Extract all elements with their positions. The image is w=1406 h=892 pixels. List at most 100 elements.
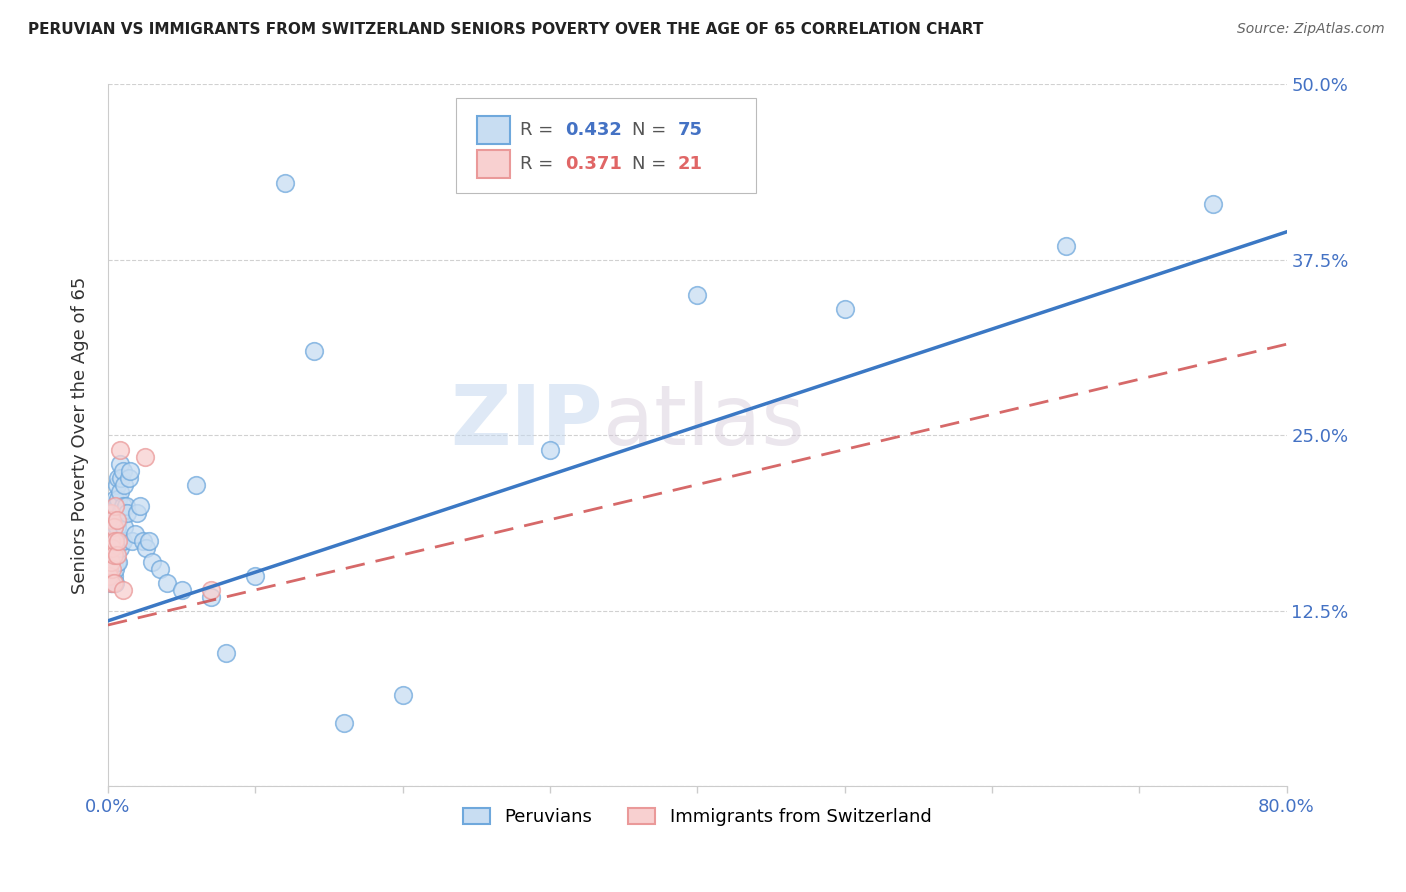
Point — [103, 575, 125, 590]
Point — [103, 548, 125, 562]
Point — [105, 519, 128, 533]
FancyBboxPatch shape — [477, 150, 510, 178]
Point — [110, 506, 132, 520]
Point — [103, 569, 125, 583]
Point — [100, 562, 122, 576]
Text: 0.432: 0.432 — [565, 120, 623, 139]
Point — [100, 575, 122, 590]
Point — [103, 519, 125, 533]
Point — [98, 569, 121, 583]
Point — [110, 533, 132, 548]
Point — [100, 569, 122, 583]
Point — [105, 513, 128, 527]
Point — [112, 477, 135, 491]
Point — [134, 450, 156, 464]
Text: 75: 75 — [678, 120, 702, 139]
Point — [686, 288, 709, 302]
Text: Source: ZipAtlas.com: Source: ZipAtlas.com — [1237, 22, 1385, 37]
Point — [105, 477, 128, 491]
Text: 0.371: 0.371 — [565, 154, 623, 173]
Point — [100, 575, 122, 590]
Point — [100, 506, 122, 520]
Point — [111, 582, 134, 597]
Point — [107, 513, 129, 527]
Point — [114, 499, 136, 513]
Y-axis label: Seniors Poverty Over the Age of 65: Seniors Poverty Over the Age of 65 — [72, 277, 89, 594]
Point — [138, 533, 160, 548]
Text: R =: R = — [520, 154, 560, 173]
Point — [101, 562, 124, 576]
Point — [834, 302, 856, 317]
Point — [105, 533, 128, 548]
Point — [200, 582, 222, 597]
FancyBboxPatch shape — [477, 116, 510, 144]
Point — [111, 499, 134, 513]
Point — [104, 575, 127, 590]
Point — [104, 548, 127, 562]
Point — [101, 519, 124, 533]
FancyBboxPatch shape — [456, 98, 756, 194]
Point — [100, 548, 122, 562]
Point — [332, 716, 354, 731]
Point — [391, 688, 413, 702]
Point — [127, 506, 149, 520]
Point — [107, 555, 129, 569]
Point — [117, 470, 139, 484]
Point — [105, 499, 128, 513]
Point — [156, 575, 179, 590]
Text: atlas: atlas — [603, 381, 804, 462]
Point — [104, 533, 127, 548]
Point — [1054, 239, 1077, 253]
Point — [104, 533, 127, 548]
Text: N =: N = — [633, 154, 672, 173]
Text: PERUVIAN VS IMMIGRANTS FROM SWITZERLAND SENIORS POVERTY OVER THE AGE OF 65 CORRE: PERUVIAN VS IMMIGRANTS FROM SWITZERLAND … — [28, 22, 983, 37]
Point — [129, 499, 152, 513]
Point — [100, 555, 122, 569]
Point — [105, 555, 128, 569]
Point — [107, 470, 129, 484]
Point — [101, 548, 124, 562]
Point — [245, 569, 267, 583]
Point — [98, 555, 121, 569]
Point — [148, 562, 170, 576]
Point — [200, 590, 222, 604]
Point — [107, 533, 129, 548]
Point — [135, 541, 157, 555]
Point — [103, 499, 125, 513]
Point — [98, 562, 121, 576]
Point — [103, 541, 125, 555]
Point — [108, 457, 131, 471]
Point — [124, 526, 146, 541]
Point — [112, 519, 135, 533]
Text: 21: 21 — [678, 154, 702, 173]
Point — [215, 646, 238, 660]
Point — [538, 442, 561, 457]
Point — [101, 575, 124, 590]
Point — [104, 491, 127, 506]
Point — [104, 499, 127, 513]
Point — [101, 533, 124, 548]
Text: N =: N = — [633, 120, 672, 139]
Point — [101, 562, 124, 576]
Point — [304, 344, 326, 359]
Point — [103, 555, 125, 569]
Text: ZIP: ZIP — [450, 381, 603, 462]
Point — [110, 470, 132, 484]
Point — [132, 533, 155, 548]
Point — [104, 513, 127, 527]
Point — [186, 477, 208, 491]
Legend: Peruvians, Immigrants from Switzerland: Peruvians, Immigrants from Switzerland — [456, 801, 939, 834]
Point — [108, 442, 131, 457]
Point — [100, 533, 122, 548]
Point — [108, 541, 131, 555]
Point — [103, 575, 125, 590]
Point — [101, 569, 124, 583]
Point — [108, 506, 131, 520]
Point — [115, 506, 138, 520]
Point — [105, 548, 128, 562]
Point — [107, 491, 129, 506]
Point — [111, 533, 134, 548]
Point — [98, 562, 121, 576]
Text: R =: R = — [520, 120, 560, 139]
Point — [104, 562, 127, 576]
